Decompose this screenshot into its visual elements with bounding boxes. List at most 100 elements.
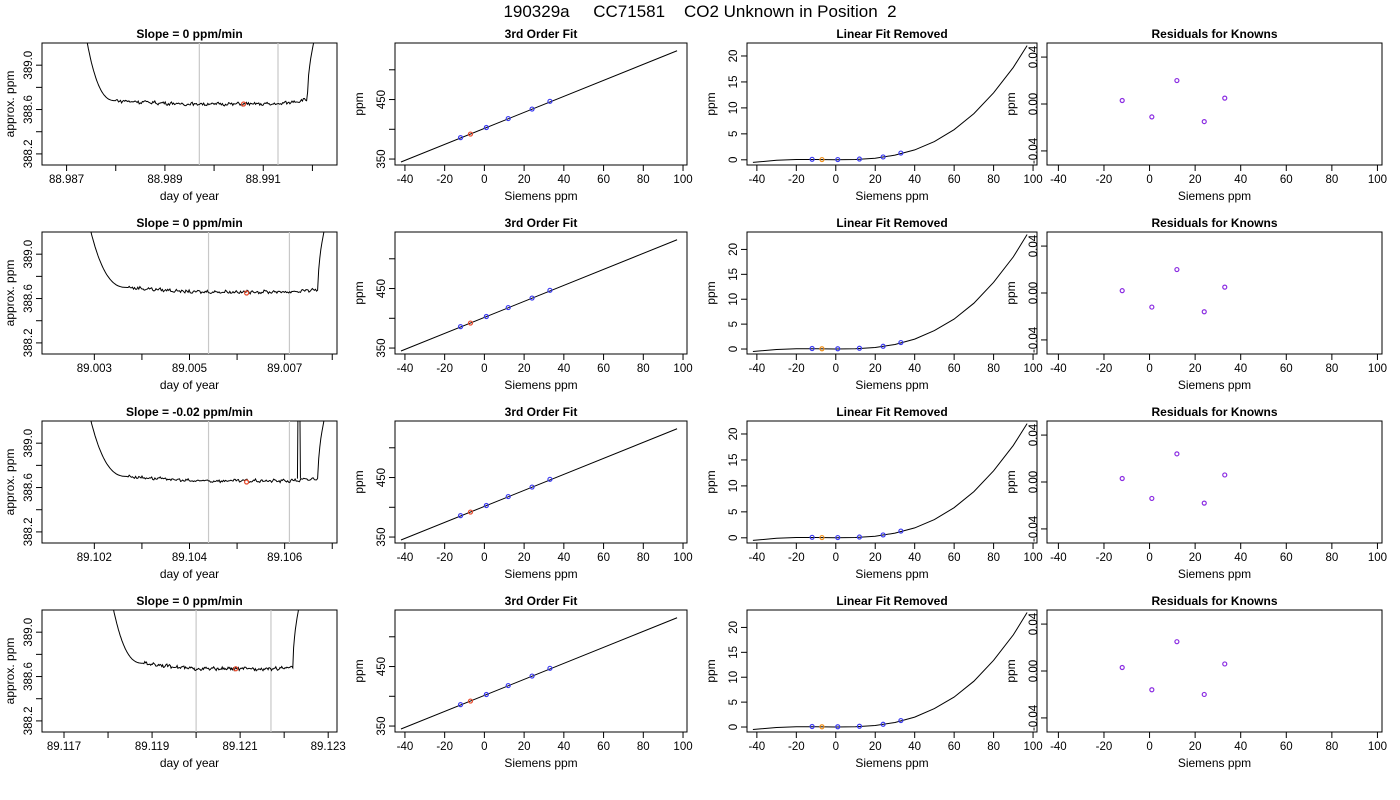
residual-point [1174, 77, 1180, 84]
x-tick-label: 100 [1023, 363, 1042, 375]
x-tick-label: 60 [597, 552, 610, 564]
plot-area [1119, 77, 1228, 125]
x-tick-label: 60 [597, 741, 610, 753]
y-tick-label: 0.04 [1028, 612, 1040, 635]
y-axis: 0 5 10 15 20 [728, 50, 747, 163]
residual-point [1149, 114, 1155, 120]
y-tick-label: -0.04 [1028, 137, 1040, 164]
x-tick-label: 60 [1280, 363, 1293, 375]
y-axis: 388.2 388.6 389.0 [23, 618, 42, 736]
y-tick-label: 10 [728, 671, 740, 684]
x-tick-label: -40 [397, 363, 414, 375]
trace-line [86, 43, 315, 107]
y-tick-label: 0.00 [1028, 282, 1040, 304]
y-tick-label: 5 [728, 321, 740, 327]
x-tick-label: 100 [673, 552, 692, 564]
y-tick-label: 388.6 [23, 95, 35, 124]
plot-frame [394, 42, 688, 166]
y-axis: 0 5 10 15 20 [728, 243, 747, 352]
known-point [835, 346, 841, 352]
y-axis: -0.04 0.00 0.04 [1028, 612, 1047, 731]
x-tick-label: 60 [948, 363, 961, 375]
y-axis-label: ppm [352, 470, 366, 493]
y-tick-label: 10 [728, 293, 740, 306]
y-axis: 350 450 [376, 636, 395, 736]
unknown-point [819, 156, 825, 163]
x-tick-label: 20 [1189, 174, 1202, 186]
x-tick-label: 40 [1234, 363, 1247, 375]
y-tick-label: 20 [728, 621, 740, 634]
known-point [880, 532, 886, 538]
plot-frame [746, 42, 1038, 166]
unknown-point [819, 534, 825, 541]
plot-frame [394, 609, 688, 733]
known-point [809, 156, 815, 162]
x-axis: -40 -20 0 20 40 60 80 100 [397, 732, 693, 753]
x-axis: -40 -20 0 20 40 60 80 100 [749, 165, 1043, 186]
residual-point [1174, 451, 1180, 457]
x-tick-label: -40 [1050, 174, 1067, 186]
known-point [457, 324, 464, 330]
residual-point [1222, 284, 1228, 290]
y-tick-label: 388.2 [23, 707, 35, 736]
panel-title: Residuals for Knowns [1151, 27, 1277, 41]
x-tick-label: 40 [1234, 174, 1247, 186]
x-tick-label: -40 [397, 552, 414, 564]
x-tick-label: 20 [1189, 552, 1202, 564]
panel-title: Slope = -0.02 ppm/min [126, 405, 253, 419]
trace-line [90, 232, 325, 295]
panel-linear-removed-row1: Linear Fit Removed Siemens ppm ppm -40 -20 0 2… [704, 27, 1043, 203]
page-title: 190329a CC71581 CO2 Unknown in Position … [503, 2, 897, 21]
x-tick-label: 40 [1234, 552, 1247, 564]
x-axis-label: Siemens ppm [504, 756, 577, 770]
plot-area [90, 232, 325, 354]
x-axis-label: day of year [160, 756, 219, 770]
x-tick-label: 89.005 [172, 363, 207, 375]
x-axis-label: Siemens ppm [504, 567, 577, 581]
panel-timeseries-row3: Slope = -0.02 ppm/min day of year approx. … [3, 405, 338, 581]
plot-area [1119, 451, 1228, 506]
residual-point [1149, 687, 1155, 693]
x-tick-label: 89.104 [172, 552, 208, 564]
y-tick-label: 388.2 [23, 329, 35, 358]
plot-frame [1046, 231, 1383, 355]
unknown-marker [240, 101, 247, 107]
x-axis-label: Siemens ppm [1178, 756, 1251, 770]
plot-frame [1046, 609, 1383, 733]
known-point [856, 723, 863, 729]
y-tick-label: 15 [728, 76, 740, 89]
plot-area [400, 428, 678, 541]
x-tick-label: 60 [597, 363, 610, 375]
y-axis-label: ppm [704, 470, 718, 493]
x-axis: -40 -20 0 20 40 60 80 100 [749, 732, 1043, 753]
x-tick-label: -20 [1096, 552, 1113, 564]
x-tick-label: -40 [1050, 741, 1067, 753]
panel-linear-removed-row4: Linear Fit Removed Siemens ppm ppm -40 -20 0 2… [704, 594, 1043, 770]
panel-title: Residuals for Knowns [1151, 405, 1277, 419]
x-tick-label: 80 [1325, 174, 1338, 186]
panel-title: 3rd Order Fit [505, 216, 578, 230]
x-axis: 89.117 89.119 89.121 89.123 [47, 732, 346, 753]
x-tick-label: 88.989 [147, 174, 182, 186]
known-point [483, 313, 489, 320]
known-point [529, 106, 535, 112]
residual-point [1174, 266, 1180, 273]
y-tick-label: 350 [376, 527, 388, 546]
x-tick-label: -20 [788, 552, 805, 564]
x-tick-label: 20 [518, 363, 531, 375]
x-tick-label: 80 [987, 552, 1000, 564]
residual-point [1119, 475, 1125, 482]
residual-point [1201, 118, 1207, 125]
known-point [898, 150, 904, 156]
known-point [547, 287, 553, 293]
x-tick-label: 60 [1280, 552, 1293, 564]
x-tick-label: 40 [1234, 741, 1247, 753]
fit-curve [400, 50, 678, 163]
x-axis: -40 -20 0 20 40 60 80 100 [1050, 165, 1387, 186]
unknown-marker [243, 479, 250, 485]
panel-title: Residuals for Knowns [1151, 216, 1277, 230]
y-axis-label: ppm [352, 92, 366, 115]
known-point [809, 534, 815, 540]
known-point [505, 682, 511, 689]
x-tick-label: 40 [908, 741, 921, 753]
